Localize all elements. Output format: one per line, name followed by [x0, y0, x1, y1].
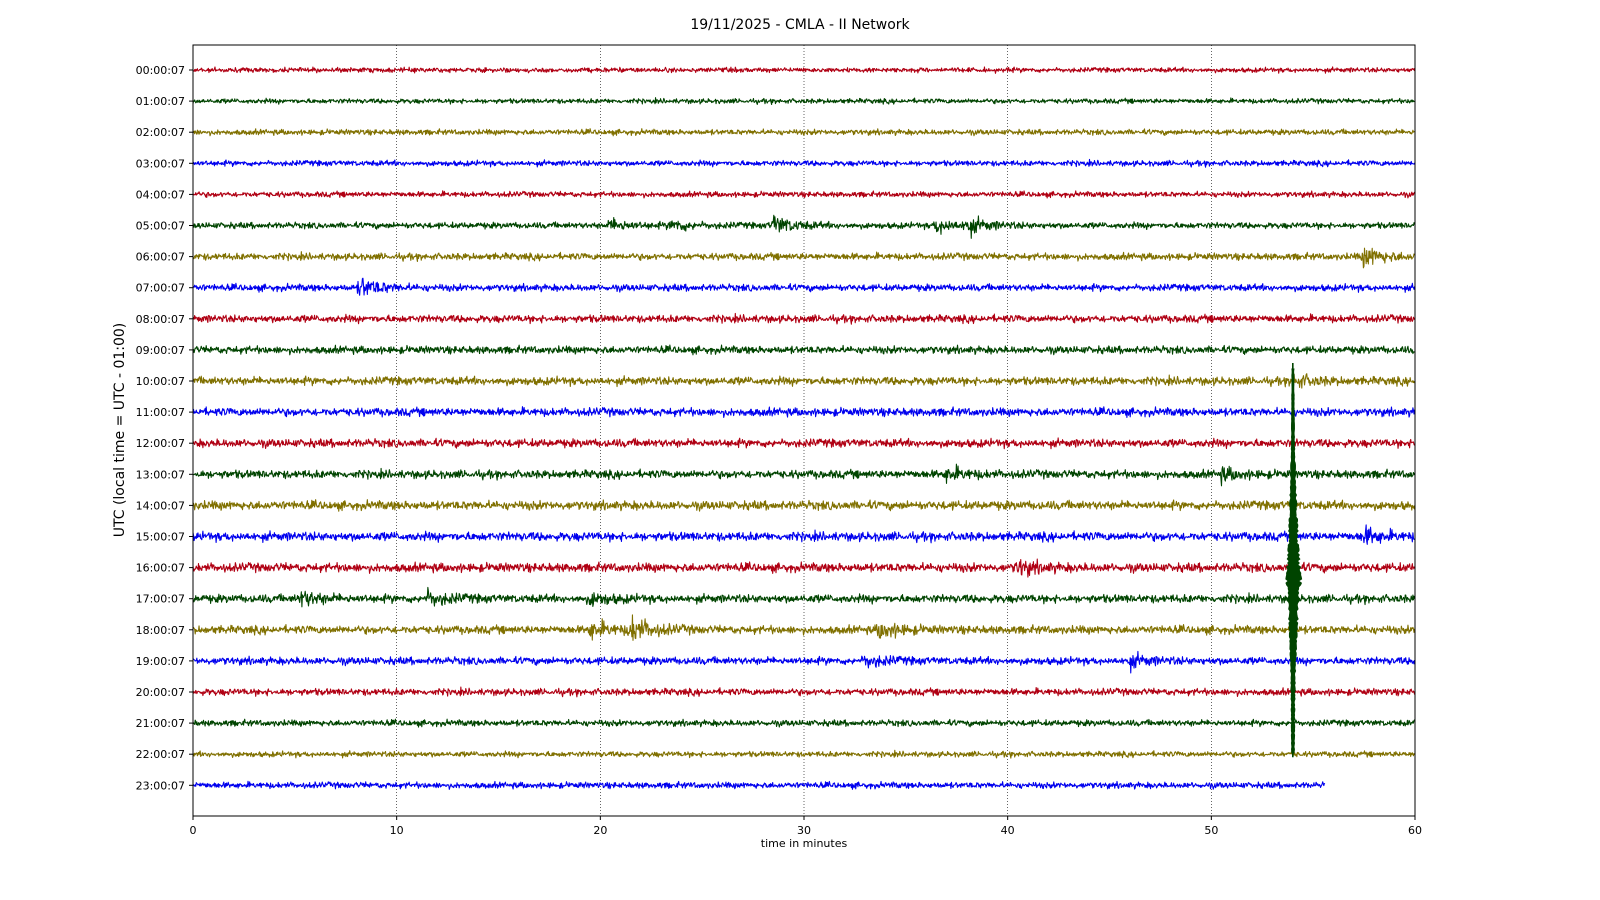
trace-row-07:00:07 — [192, 277, 1416, 296]
y-tick-label: 22:00:07 — [136, 748, 185, 761]
y-tick-label: 17:00:07 — [136, 593, 185, 606]
x-tick-label: 40 — [1001, 824, 1015, 837]
trace-row-13:00:07 — [192, 463, 1416, 487]
trace-row-09:00:07 — [192, 344, 1415, 356]
trace-row-19:00:07 — [192, 650, 1416, 674]
trace-row-15:00:07 — [192, 524, 1415, 545]
trace-row-12:00:07 — [192, 437, 1416, 450]
trace-row-06:00:07 — [192, 247, 1416, 269]
y-tick-label: 21:00:07 — [136, 717, 185, 730]
chart-title: 19/11/2025 - CMLA - II Network — [690, 17, 910, 33]
trace-row-02:00:07 — [192, 128, 1415, 137]
y-tick-label: 01:00:07 — [136, 95, 185, 108]
trace-row-03:00:07 — [192, 158, 1416, 168]
trace-row-11:00:07 — [192, 406, 1416, 418]
y-tick-label: 00:00:07 — [136, 64, 185, 77]
trace-row-22:00:07 — [192, 749, 1416, 759]
trace-row-08:00:07 — [192, 312, 1416, 325]
y-tick-label: 12:00:07 — [136, 437, 185, 450]
trace-row-14:00:07 — [192, 499, 1416, 512]
y-tick-label: 07:00:07 — [136, 282, 185, 295]
x-tick-label: 0 — [190, 824, 197, 837]
y-tick-label: 09:00:07 — [136, 344, 185, 357]
trace-row-16:00:07 — [192, 558, 1416, 578]
plot-frame — [192, 44, 1416, 817]
x-tick-labels: 0 10 20 30 40 50 60 — [190, 816, 1422, 837]
trace-row-21:00:07 — [192, 718, 1416, 728]
trace-row-17:00:07 — [192, 586, 1416, 608]
trace-row-20:00:07 — [192, 686, 1416, 698]
y-tick-labels: 00:00:07 01:00:07 02:00:07 03:00:07 04:00:07… — [136, 64, 193, 792]
y-tick-label: 20:00:07 — [136, 686, 185, 699]
y-tick-label: 02:00:07 — [136, 126, 185, 139]
y-tick-label: 03:00:07 — [136, 157, 185, 170]
y-tick-label: 08:00:07 — [136, 313, 185, 326]
x-axis-label: time in minutes — [761, 837, 848, 850]
y-tick-label: 14:00:07 — [136, 499, 185, 512]
y-tick-label: 19:00:07 — [136, 655, 185, 668]
x-tick-label: 50 — [1204, 824, 1218, 837]
seismic-traces — [192, 66, 1416, 790]
y-tick-label: 11:00:07 — [136, 406, 185, 419]
y-tick-label: 23:00:07 — [136, 779, 185, 792]
event-envelope — [1285, 368, 1303, 754]
trace-row-05:00:07 — [192, 214, 1416, 239]
x-tick-label: 10 — [390, 824, 404, 837]
y-tick-label: 06:00:07 — [136, 251, 185, 264]
y-tick-label: 13:00:07 — [136, 468, 185, 481]
y-tick-label: 15:00:07 — [136, 531, 185, 544]
large-event-trace — [1285, 363, 1303, 758]
y-tick-label: 04:00:07 — [136, 188, 185, 201]
y-tick-label: 05:00:07 — [136, 220, 185, 233]
trace-row-00:00:07 — [192, 66, 1416, 74]
y-tick-label: 10:00:07 — [136, 375, 185, 388]
y-axis-label: UTC (local time = UTC - 01:00) — [112, 323, 128, 538]
x-tick-label: 30 — [797, 824, 811, 837]
trace-row-18:00:07 — [192, 614, 1416, 641]
grid-lines — [396, 45, 1212, 816]
x-tick-label: 20 — [593, 824, 607, 837]
x-tick-label: 60 — [1408, 824, 1422, 837]
trace-row-01:00:07 — [192, 97, 1415, 106]
trace-row-23:00:07 — [192, 780, 1326, 790]
trace-row-04:00:07 — [192, 190, 1416, 199]
y-tick-label: 18:00:07 — [136, 624, 185, 637]
trace-row-10:00:07 — [192, 373, 1416, 389]
y-tick-label: 16:00:07 — [136, 562, 185, 575]
